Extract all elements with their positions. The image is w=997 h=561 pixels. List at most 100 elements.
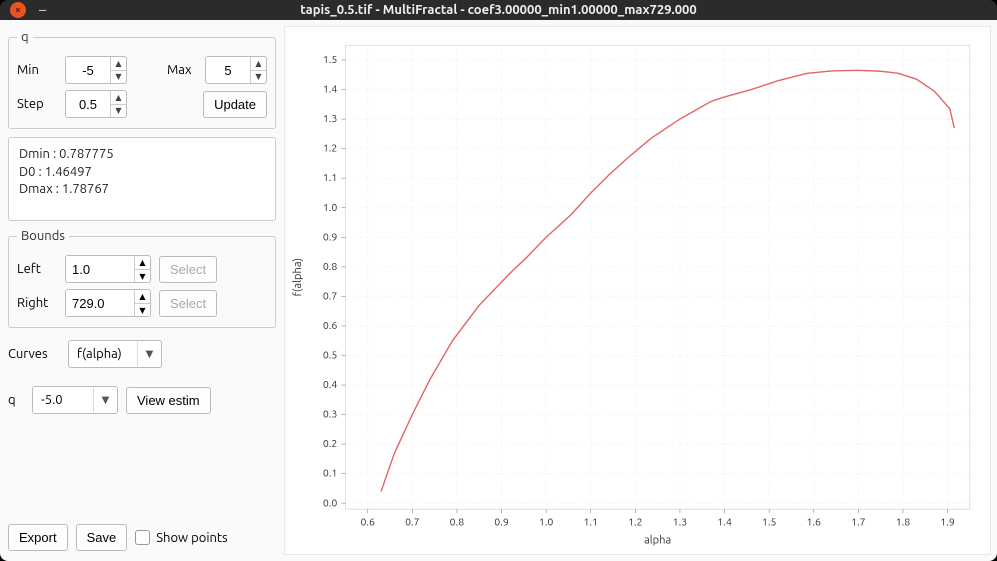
bounds-group: Bounds Left ▲ ▼ Select Right (8, 229, 276, 328)
svg-text:1.6: 1.6 (806, 517, 821, 529)
d0-label: D0 : (19, 165, 42, 179)
spin-up-icon[interactable]: ▲ (111, 91, 126, 105)
q-min-spinner[interactable]: ▲ ▼ (65, 56, 127, 84)
window-title: tapis_0.5.tif - MultiFractal - coef3.000… (0, 3, 997, 17)
svg-text:0.8: 0.8 (450, 517, 465, 529)
estim-q-combo[interactable]: -5.0 ▼ (32, 386, 118, 414)
q-legend: q (17, 30, 33, 44)
results-box: Dmin : 0.787775 D0 : 1.46497 Dmax : 1.78… (8, 137, 276, 221)
show-points-checkbox[interactable]: Show points (135, 530, 227, 545)
spin-up-icon[interactable]: ▲ (135, 290, 150, 304)
bounds-legend: Bounds (17, 229, 69, 243)
chart-panel: 0.6 0.7 0.8 0.9 1.0 1.1 1.2 1.3 1.4 1.5 1.6 1.7 1.8 1… (284, 26, 991, 555)
svg-text:1.0: 1.0 (323, 202, 338, 214)
svg-text:1.5: 1.5 (762, 517, 777, 529)
estim-q-label: q (8, 393, 24, 407)
spin-up-icon[interactable]: ▲ (251, 57, 266, 71)
svg-text:0.7: 0.7 (323, 291, 338, 303)
spin-down-icon[interactable]: ▼ (135, 304, 150, 317)
content-area: q Min ▲ ▼ Max ▲ (0, 20, 997, 561)
spin-down-icon[interactable]: ▼ (135, 270, 150, 283)
bounds-left-input[interactable] (66, 256, 134, 282)
svg-text:1.2: 1.2 (323, 143, 338, 155)
export-button[interactable]: Export (8, 524, 68, 551)
d0-value: 1.46497 (45, 165, 92, 179)
svg-text:0.5: 0.5 (323, 350, 338, 362)
svg-text:1.0: 1.0 (539, 517, 554, 529)
q-group: q Min ▲ ▼ Max ▲ (8, 30, 276, 129)
svg-text:1.8: 1.8 (896, 517, 911, 529)
svg-text:1.1: 1.1 (583, 517, 598, 529)
svg-text:0.2: 0.2 (323, 438, 338, 450)
svg-text:0.3: 0.3 (323, 409, 338, 421)
bounds-right-input[interactable] (66, 290, 134, 316)
svg-text:0.9: 0.9 (323, 232, 338, 244)
application-window: × − tapis_0.5.tif - MultiFractal - coef3… (0, 0, 997, 561)
svg-text:1.9: 1.9 (940, 517, 955, 529)
svg-text:0.7: 0.7 (405, 517, 420, 529)
curves-selected: f(alpha) (77, 347, 137, 361)
bounds-left-label: Left (17, 262, 57, 276)
svg-text:1.1: 1.1 (323, 173, 338, 185)
q-max-label: Max (167, 63, 197, 77)
bounds-right-label: Right (17, 296, 57, 310)
dmin-row: Dmin : 0.787775 (19, 146, 265, 164)
titlebar: × − tapis_0.5.tif - MultiFractal - coef3… (0, 0, 997, 20)
bounds-right-field[interactable]: ▲ ▼ (65, 289, 151, 317)
svg-text:0.6: 0.6 (360, 517, 375, 529)
q-max-input[interactable] (206, 57, 250, 83)
view-estim-button[interactable]: View estim (126, 387, 211, 414)
dmax-value: 1.78767 (62, 182, 109, 196)
sidebar: q Min ▲ ▼ Max ▲ (4, 26, 280, 555)
dmin-label: Dmin : (19, 147, 56, 161)
q-step-label: Step (17, 97, 57, 111)
q-min-input[interactable] (66, 57, 110, 83)
spin-down-icon[interactable]: ▼ (111, 71, 126, 84)
svg-text:0.9: 0.9 (494, 517, 509, 529)
estim-q-value: -5.0 (41, 393, 93, 407)
svg-text:0.4: 0.4 (323, 379, 338, 391)
chevron-down-icon: ▼ (93, 387, 117, 413)
spin-down-icon[interactable]: ▼ (111, 105, 126, 118)
q-min-arrows[interactable]: ▲ ▼ (110, 57, 126, 83)
svg-text:f(alpha): f(alpha) (292, 258, 304, 296)
svg-text:0.1: 0.1 (323, 468, 338, 480)
spin-up-icon[interactable]: ▲ (111, 57, 126, 71)
bounds-left-field[interactable]: ▲ ▼ (65, 255, 151, 283)
svg-text:1.5: 1.5 (323, 54, 338, 66)
show-points-label: Show points (156, 531, 227, 545)
svg-text:1.4: 1.4 (323, 84, 338, 96)
chevron-down-icon: ▼ (137, 341, 161, 367)
dmin-value: 0.787775 (59, 147, 114, 161)
svg-text:1.7: 1.7 (851, 517, 866, 529)
bounds-left-select-button[interactable]: Select (159, 256, 217, 283)
checkbox-box-icon (135, 530, 150, 545)
curves-combo[interactable]: f(alpha) ▼ (68, 340, 162, 368)
falpha-chart: 0.6 0.7 0.8 0.9 1.0 1.1 1.2 1.3 1.4 1.5 1.6 1.7 1.8 1… (285, 27, 990, 554)
spin-down-icon[interactable]: ▼ (251, 71, 266, 84)
spin-up-icon[interactable]: ▲ (135, 256, 150, 270)
svg-text:0.6: 0.6 (323, 320, 338, 332)
save-button[interactable]: Save (76, 524, 128, 551)
update-button[interactable]: Update (203, 91, 267, 118)
window-close-button[interactable]: × (10, 2, 26, 18)
bounds-right-select-button[interactable]: Select (159, 290, 217, 317)
svg-text:alpha: alpha (644, 535, 671, 547)
window-minimize-button[interactable]: − (38, 2, 47, 18)
q-step-spinner[interactable]: ▲ ▼ (65, 90, 127, 118)
svg-text:0.0: 0.0 (323, 498, 338, 510)
d0-row: D0 : 1.46497 (19, 164, 265, 182)
svg-text:0.8: 0.8 (323, 261, 338, 273)
q-step-input[interactable] (66, 91, 110, 117)
svg-text:1.2: 1.2 (628, 517, 643, 529)
dmax-row: Dmax : 1.78767 (19, 181, 265, 199)
svg-text:1.3: 1.3 (323, 113, 338, 125)
q-max-arrows[interactable]: ▲ ▼ (250, 57, 266, 83)
q-max-spinner[interactable]: ▲ ▼ (205, 56, 267, 84)
q-step-arrows[interactable]: ▲ ▼ (110, 91, 126, 117)
q-min-label: Min (17, 63, 57, 77)
curves-label: Curves (8, 347, 60, 361)
svg-text:1.4: 1.4 (717, 517, 732, 529)
dmax-label: Dmax : (19, 182, 59, 196)
svg-text:1.3: 1.3 (673, 517, 688, 529)
